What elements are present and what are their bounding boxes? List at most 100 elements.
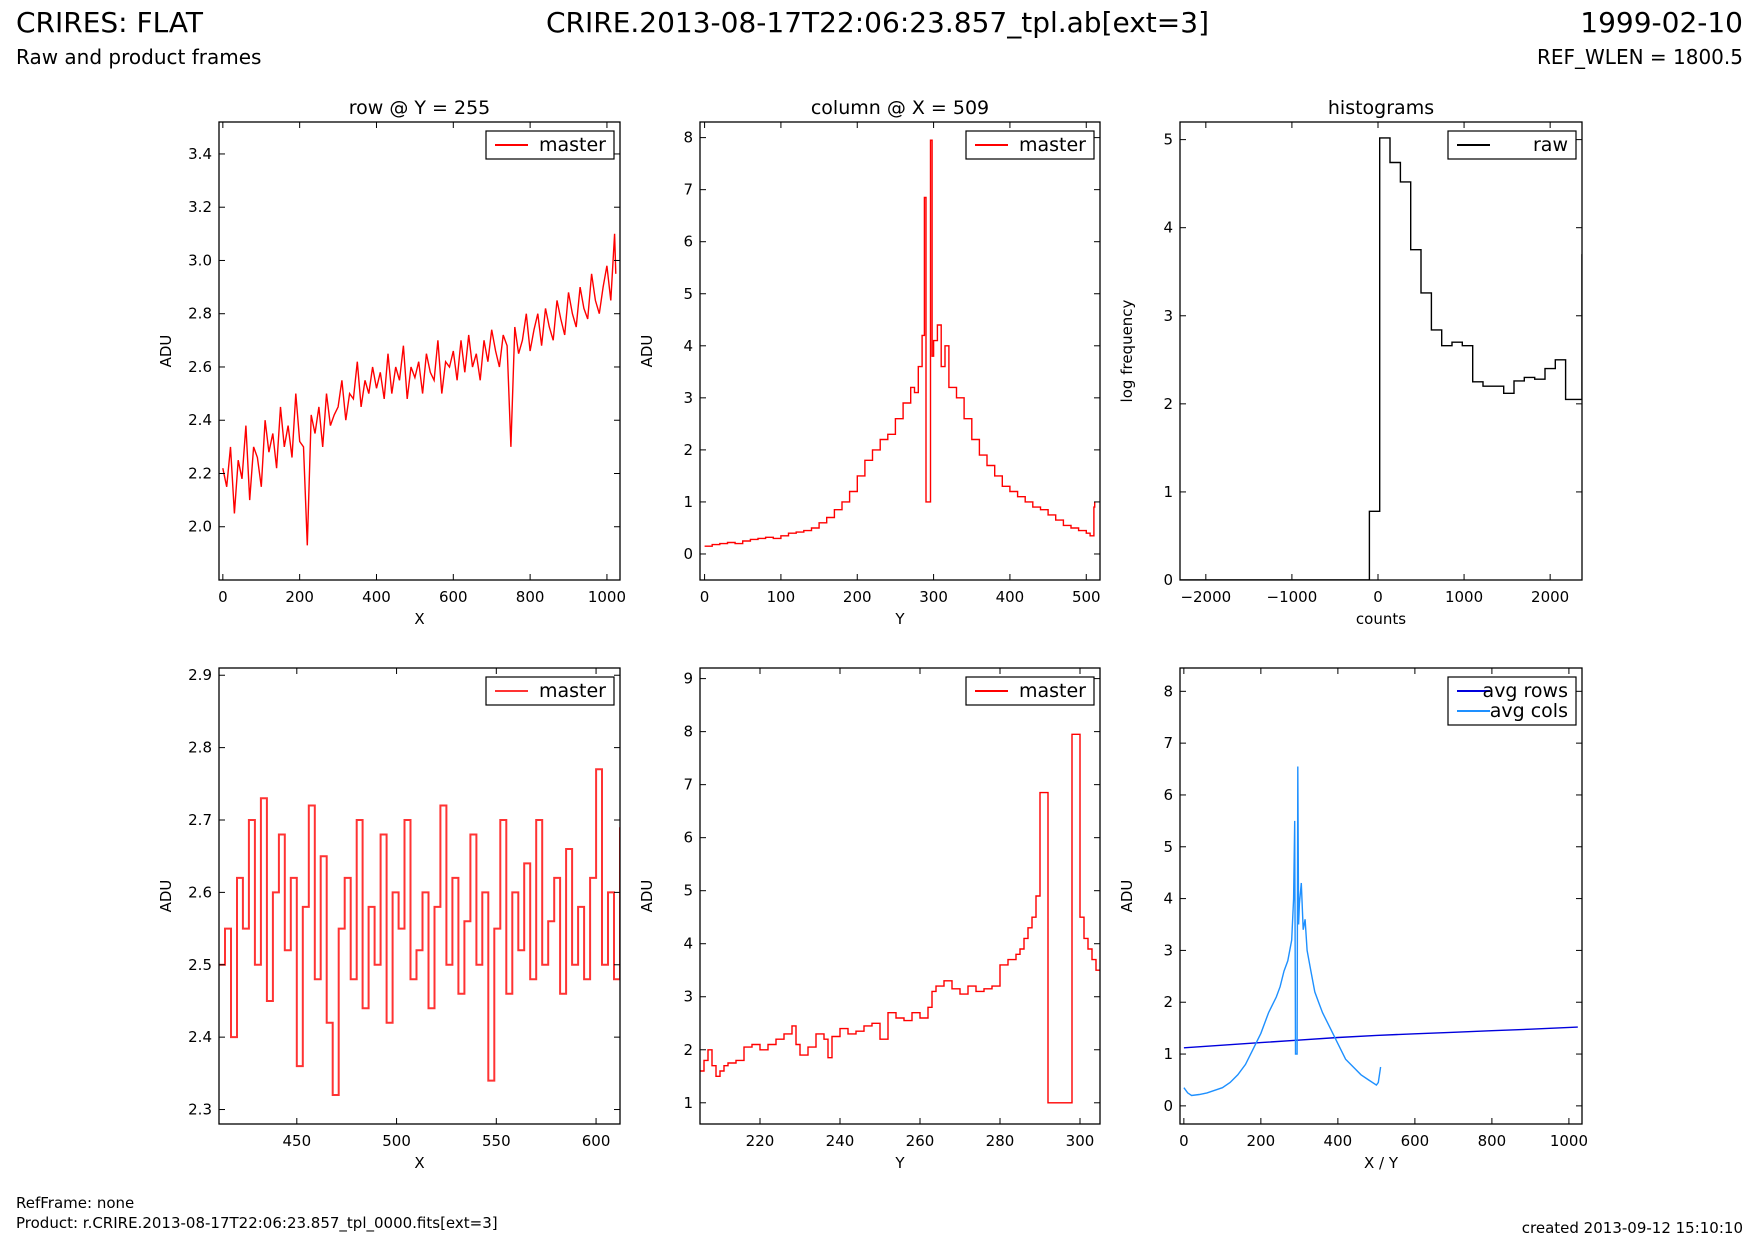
y-tick-label: 3 [1163,941,1173,959]
plot-frame [1179,121,1583,581]
legend: master [965,130,1095,160]
x-tick-label: 100 [767,588,796,606]
chart-panel-2: 0 100 200 300 400 500 0 1 2 3 4 5 6 7 8 column @ X = 50… [638,97,1101,628]
y-tick-label: 3 [683,389,693,407]
y-axis-label: log frequency [1118,299,1136,402]
y-tick-label: 2 [1163,395,1173,413]
chart-panel-1: 0 200 400 600 800 1000 2.0 2.2 2.4 2.6 2.8 3.0 3.2 3.… [157,97,626,628]
x-tick-label: 300 [919,588,948,606]
x-tick-label: 1000 [1550,1132,1588,1150]
y-tick-label: 5 [683,882,693,900]
plot-frame [699,121,1101,581]
y-tick-label: 7 [683,181,693,199]
series-line-master [219,768,620,1096]
y-tick-label: 8 [1163,682,1173,700]
legend-label: master [539,680,606,702]
x-tick-label: 0 [1373,588,1383,606]
y-tick-label: 8 [683,723,693,741]
legend-label: master [539,134,606,156]
y-tick-label: 2.4 [188,1028,212,1046]
plot-frame [218,667,621,1125]
x-axis-label: X [414,610,424,628]
x-tick-label: 260 [906,1132,935,1150]
y-tick-label: 8 [683,129,693,147]
panel-title: column @ X = 509 [811,97,989,119]
x-tick-label: 0 [700,588,710,606]
x-tick-label: 280 [986,1132,1015,1150]
x-tick-label: 200 [1247,1132,1276,1150]
x-axis-label: Y [894,610,905,628]
y-tick-label: 3 [683,988,693,1006]
series-line-raw [1180,137,1582,580]
x-tick-label: 600 [439,588,468,606]
x-tick-label: 1000 [1445,588,1483,606]
y-tick-label: 4 [1163,890,1173,908]
x-tick-label: 600 [582,1132,611,1150]
x-tick-label: 240 [826,1132,855,1150]
x-tick-label: −2000 [1180,588,1231,606]
y-tick-label: 3.4 [188,145,212,163]
x-tick-label: 200 [285,588,314,606]
y-tick-label: 0 [1163,1097,1173,1115]
series-line-master [704,139,1096,547]
legend-label: avg cols [1490,700,1568,722]
y-tick-label: 2 [1163,993,1173,1011]
y-axis-label: ADU [1118,880,1136,913]
y-tick-label: 2.0 [188,518,212,536]
y-axis-label: ADU [638,335,656,368]
refframe-label: RefFrame: none [16,1194,135,1212]
y-tick-label: 1 [683,493,693,511]
y-tick-label: 6 [1163,786,1173,804]
x-tick-label: 800 [1478,1132,1507,1150]
x-axis-label: X [414,1154,424,1172]
y-tick-label: 2.5 [188,956,212,974]
legend: raw [1447,130,1577,160]
y-tick-label: 2.4 [188,411,212,429]
y-tick-label: 2.6 [188,358,212,376]
y-tick-label: 4 [1163,219,1173,237]
x-tick-label: 300 [1066,1132,1095,1150]
x-axis-label: X / Y [1364,1154,1399,1172]
file-name: CRIRE.2013-08-17T22:06:23.857_tpl.ab[ext… [545,6,1209,39]
y-tick-label: 1 [1163,483,1173,501]
x-tick-label: 2000 [1531,588,1569,606]
y-tick-label: 2 [683,441,693,459]
legend-label: master [1019,134,1086,156]
x-tick-label: 400 [362,588,391,606]
y-tick-label: 4 [683,337,693,355]
y-tick-label: 2.6 [188,883,212,901]
x-tick-label: 200 [843,588,872,606]
x-tick-label: 800 [516,588,545,606]
x-tick-label: 400 [996,588,1025,606]
panel-title: histograms [1328,97,1434,119]
y-tick-label: 6 [683,829,693,847]
plot-frame [1179,667,1583,1125]
chart-panel-5: 220 240 260 280 300 1 2 3 4 5 6 7 8 9 Y ADU master [638,667,1101,1172]
y-axis-label: ADU [157,335,175,368]
series-line-avg-cols [1183,766,1382,1097]
y-tick-label: 9 [683,670,693,688]
y-tick-label: 2.9 [188,666,212,684]
x-tick-label: 450 [282,1132,311,1150]
y-tick-label: 3.2 [188,198,212,216]
y-tick-label: 5 [683,285,693,303]
x-tick-label: −1000 [1267,588,1318,606]
legend-label: master [1019,680,1086,702]
y-tick-label: 1 [1163,1045,1173,1063]
y-tick-label: 5 [1163,131,1173,149]
chart-panel-6: 0 200 400 600 800 1000 0 1 2 3 4 5 6 7 8 X / Y ADU avg ro… [1118,667,1588,1172]
chart-panel-3: −2000 −1000 0 1000 2000 0 1 2 3 4 5 histograms count… [1118,97,1583,628]
y-tick-label: 0 [1163,571,1173,589]
x-axis-label: Y [894,1154,905,1172]
y-tick-label: 4 [683,935,693,953]
y-tick-label: 0 [683,545,693,563]
x-tick-label: 220 [746,1132,775,1150]
chart-panel-4: 450 500 550 600 2.3 2.4 2.5 2.6 2.7 2.8 2.9 X ADU mas… [157,666,621,1172]
x-tick-label: 400 [1324,1132,1353,1150]
legend: master [965,676,1095,706]
x-tick-label: 500 [1072,588,1101,606]
series-line-master [222,233,617,546]
y-tick-label: 3.0 [188,251,212,269]
y-axis-label: ADU [157,880,175,913]
